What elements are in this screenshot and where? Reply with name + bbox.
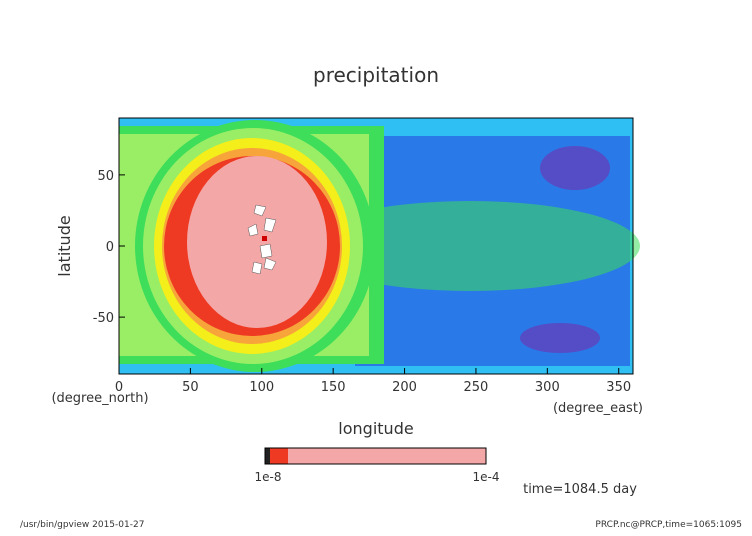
x-tick-label: 100 (249, 380, 274, 395)
footer-left: /usr/bin/gpview 2015-01-27 (20, 520, 144, 530)
x-tick-label: 350 (606, 380, 631, 395)
colorbar-outline (264, 447, 487, 465)
colorbar: 1e-8 1e-4 (255, 447, 500, 484)
footer-right: PRCP.nc@PRCP,time=1065:1095 (595, 520, 742, 530)
x-axis: 0 50 100 150 200 250 300 350 (115, 368, 631, 395)
y-axis: 50 0 -50 (93, 169, 125, 326)
x-tick-label: 50 (182, 380, 199, 395)
y-tick-label: 50 (97, 169, 114, 184)
y-axis-label: latitude (55, 215, 74, 276)
y-axis-unit: (degree_north) (51, 391, 148, 406)
plot-area (118, 117, 640, 375)
x-tick-label: 250 (464, 380, 489, 395)
region-purple-se (520, 323, 600, 353)
x-tick-label: 150 (321, 380, 346, 395)
white-holes (247, 204, 277, 275)
y-tick-label: -50 (93, 311, 114, 326)
colorbar-pink (288, 448, 486, 464)
x-tick-label: 0 (115, 380, 123, 395)
colorbar-label-left: 1e-8 (255, 470, 282, 484)
x-tick-label: 300 (535, 380, 560, 395)
x-tick-label: 200 (392, 380, 417, 395)
region-purple-ne (540, 146, 610, 190)
x-axis-unit: (degree_east) (553, 401, 643, 416)
chart-title: precipitation (313, 63, 439, 87)
x-axis-label: longitude (338, 419, 413, 438)
core-pink (187, 156, 327, 328)
red-spot (262, 236, 267, 241)
colorbar-dark (265, 448, 270, 464)
colorbar-red (270, 448, 288, 464)
time-annotation: time=1084.5 day (523, 482, 637, 497)
colorbar-label-right: 1e-4 (473, 470, 500, 484)
y-tick-label: 0 (106, 240, 114, 255)
region-green-band (300, 201, 640, 291)
